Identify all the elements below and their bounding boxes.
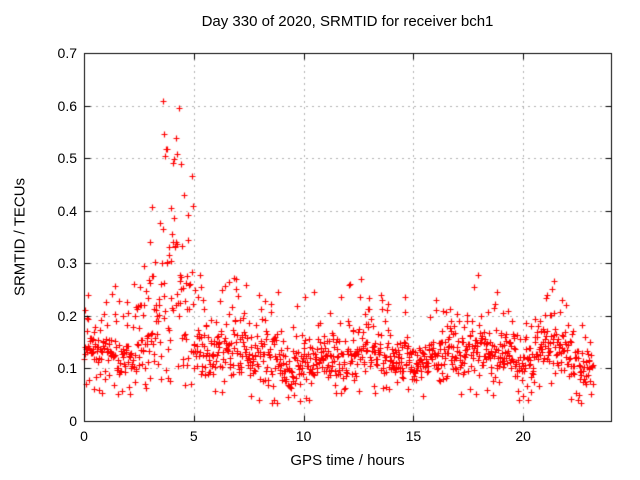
chart-title: Day 330 of 2020, SRMTID for receiver bch… [201,13,494,30]
x-tick-label: 5 [189,428,198,444]
x-tick-label: 0 [80,428,88,444]
y-tick-label: 0.2 [57,307,77,324]
y-tick-label: 0.6 [57,97,77,114]
y-tick-label: 0.5 [57,150,77,167]
x-axis-label: GPS time / hours [290,452,405,469]
y-tick-label: 0.3 [57,255,77,272]
x-tick-label: 20 [515,428,531,444]
x-tick-label: 15 [405,428,422,444]
y-tick-label: 0.1 [57,360,77,377]
y-axis-label: SRMTID / TECUs [11,177,29,297]
y-tick-label: 0.7 [57,45,77,61]
x-tick-label: 10 [295,428,312,444]
y-tick-label: 0 [69,413,77,429]
y-tick-label: 0.4 [57,202,77,219]
